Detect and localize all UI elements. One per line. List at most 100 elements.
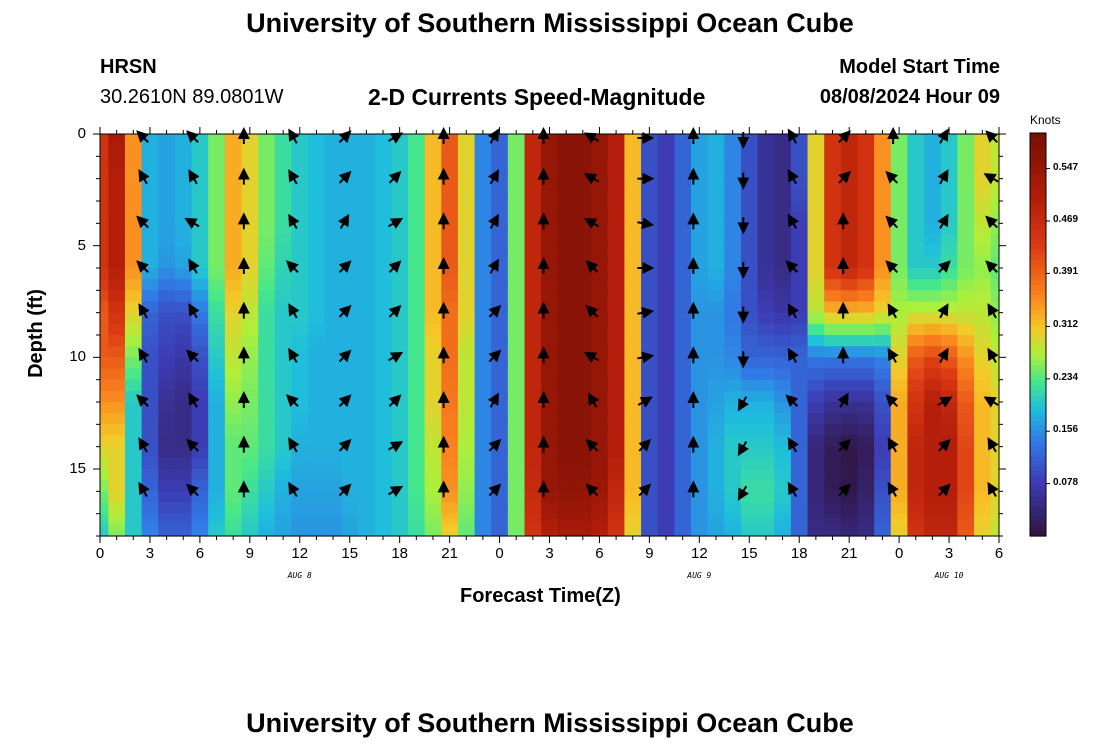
heatmap-cell <box>824 335 842 347</box>
heatmap-cell <box>641 424 659 437</box>
heatmap-cell <box>108 279 126 291</box>
heatmap-cell <box>557 134 576 141</box>
heatmap-cell <box>840 390 859 403</box>
heatmap-cell <box>191 234 209 247</box>
heatmap-cell <box>507 134 526 141</box>
heatmap-cell <box>324 145 342 152</box>
heatmap-cell <box>641 178 659 191</box>
heatmap-cell <box>507 379 526 392</box>
heatmap-cell <box>274 301 293 314</box>
heatmap-cell <box>191 189 209 202</box>
heatmap-cell <box>624 256 642 269</box>
station-name: HRSN <box>100 56 157 78</box>
heatmap-cell <box>100 368 109 381</box>
heatmap-cell <box>358 357 376 370</box>
heatmap-cell <box>474 268 492 280</box>
heatmap-cell <box>291 357 309 370</box>
heatmap-cell <box>890 201 909 213</box>
heatmap-cell <box>441 519 459 526</box>
heatmap-cell <box>807 150 825 157</box>
heatmap-cell <box>990 502 1000 515</box>
heatmap-cell <box>158 312 176 325</box>
heatmap-cell <box>957 335 975 347</box>
heatmap-cell <box>524 312 542 325</box>
heatmap-cell <box>324 223 342 236</box>
colorbar-segment <box>1030 349 1046 356</box>
heatmap-cell <box>824 513 842 520</box>
heatmap-cell <box>124 502 143 515</box>
current-arrow <box>136 260 149 273</box>
heatmap-cell <box>940 491 958 504</box>
heatmap-cell <box>757 223 775 236</box>
heatmap-cell <box>474 189 492 202</box>
heatmap-cell <box>824 256 842 269</box>
heatmap-cell <box>341 150 359 157</box>
heatmap-cell <box>974 256 992 269</box>
heatmap-cell <box>574 290 592 303</box>
heatmap-cell <box>424 424 442 437</box>
heatmap-cell <box>141 212 159 224</box>
heatmap-cell <box>857 139 875 146</box>
heatmap-cell <box>491 167 509 180</box>
heatmap-cell <box>940 201 958 213</box>
heatmap-cell <box>424 234 442 247</box>
heatmap-cell <box>424 256 442 269</box>
heatmap-cell <box>940 357 958 370</box>
heatmap-cell <box>424 513 442 520</box>
colorbar-segment <box>1030 279 1046 285</box>
heatmap-cell <box>108 189 126 202</box>
heatmap-cell <box>740 413 759 425</box>
heatmap-cell <box>574 357 592 370</box>
heatmap-cell <box>241 357 259 370</box>
heatmap-cell <box>940 290 958 303</box>
heatmap-cell <box>141 139 159 146</box>
heatmap-cell <box>308 502 326 515</box>
heatmap-cell <box>990 279 1000 291</box>
heatmap-cell <box>308 245 326 258</box>
heatmap-cell <box>158 167 176 180</box>
current-arrow <box>387 132 404 144</box>
heatmap-cell <box>691 379 709 392</box>
heatmap-cell <box>940 379 958 392</box>
heatmap-cell <box>141 335 159 347</box>
current-arrow <box>737 396 749 412</box>
heatmap-cell <box>574 223 592 236</box>
heatmap-cell <box>191 480 209 492</box>
heatmap-cell <box>391 379 409 392</box>
heatmap-cell <box>358 530 376 537</box>
heatmap-cell <box>774 513 792 520</box>
heatmap-cell <box>308 368 326 381</box>
heatmap-cell <box>100 390 109 403</box>
heatmap-cell <box>840 379 859 392</box>
heatmap-cell <box>624 134 642 141</box>
heatmap-cell <box>108 134 126 141</box>
heatmap-cell <box>807 413 825 425</box>
heatmap-cell <box>641 368 659 381</box>
heatmap-cell <box>324 413 342 425</box>
current-arrow <box>188 303 200 319</box>
heatmap-cell <box>424 212 442 224</box>
heatmap-cell <box>890 167 909 180</box>
heatmap-cell <box>691 279 709 291</box>
heatmap-cell <box>774 279 792 291</box>
heatmap-cell <box>940 402 958 414</box>
heatmap-cell <box>990 145 1000 152</box>
current-arrow <box>488 304 502 318</box>
heatmap-cell <box>740 390 759 403</box>
heatmap-cell <box>724 312 742 325</box>
heatmap-cell <box>541 145 559 152</box>
heatmap-cell <box>591 156 609 169</box>
heatmap-cell <box>757 189 775 202</box>
heatmap-cell <box>541 234 559 247</box>
heatmap-cell <box>641 279 659 291</box>
current-arrow <box>288 347 300 364</box>
heatmap-cell <box>691 480 709 492</box>
heatmap-cell <box>407 312 426 325</box>
heatmap-cell <box>324 402 342 414</box>
heatmap-cell <box>507 268 526 280</box>
heatmap-cell <box>824 290 842 303</box>
heatmap-cell <box>807 178 825 191</box>
heatmap-cell <box>840 234 859 247</box>
heatmap-cell <box>890 519 909 526</box>
heatmap-cell <box>840 290 859 303</box>
